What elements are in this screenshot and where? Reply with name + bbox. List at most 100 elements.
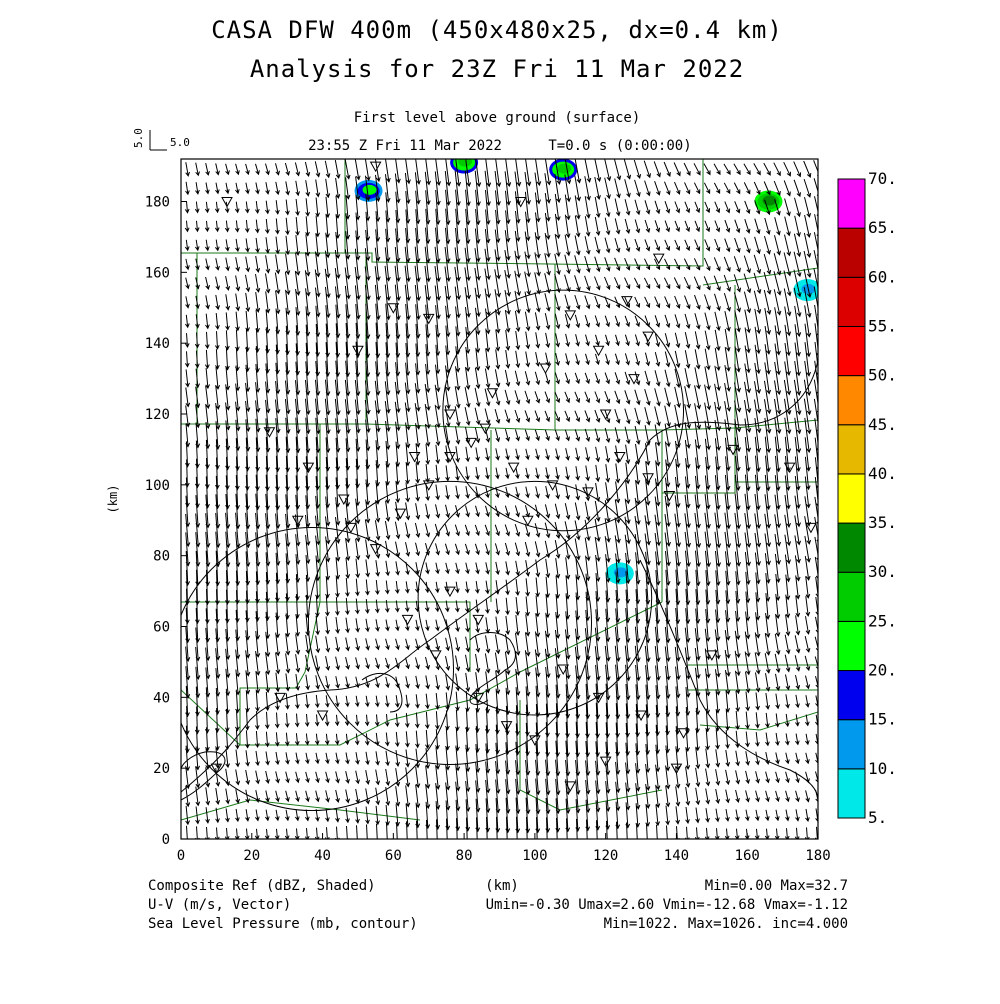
observation-stations bbox=[210, 161, 817, 792]
station-marker bbox=[599, 756, 612, 768]
footer-slp-label: Sea Level Pressure (mb, contour) bbox=[148, 916, 418, 932]
station-marker bbox=[210, 763, 223, 775]
chart-axes: 0 20 40 60 80 100 120 140 160 180 0 20 40 60 80 100 120 1… bbox=[145, 195, 831, 865]
station-marker bbox=[529, 735, 541, 746]
station-marker bbox=[316, 710, 329, 722]
station-marker bbox=[677, 728, 690, 739]
colorbar-label: 65. bbox=[868, 218, 897, 237]
footer: Composite Ref (dBZ, Shaded) (km) Min=0.0… bbox=[148, 878, 848, 932]
colorbar-swatch bbox=[837, 571, 866, 622]
colorbar-swatch bbox=[837, 424, 866, 475]
station-marker bbox=[422, 480, 435, 491]
wind-vector-field bbox=[184, 159, 818, 839]
footer-ref-range: Min=0.00 Max=32.7 bbox=[705, 878, 848, 894]
footer-slp-range: Min=1022. Max=1026. inc=4.000 bbox=[604, 916, 848, 932]
station-marker bbox=[422, 313, 435, 325]
y-tick-label: 60 bbox=[153, 620, 170, 636]
station-marker bbox=[705, 650, 718, 661]
station-marker bbox=[387, 303, 400, 314]
colorbar-label: 70. bbox=[868, 169, 897, 188]
colorbar-swatch bbox=[837, 719, 866, 770]
y-tick-label: 100 bbox=[145, 478, 170, 494]
station-marker bbox=[479, 423, 492, 435]
plot-frame bbox=[180, 158, 819, 840]
tstep-label: T=0.0 s (0:00:00) bbox=[548, 138, 691, 154]
colorbar-swatch bbox=[837, 227, 866, 278]
colorbar-swatch bbox=[837, 473, 866, 524]
station-marker bbox=[613, 452, 626, 463]
range-ring bbox=[181, 526, 454, 812]
station-marker bbox=[539, 363, 552, 374]
chart-subtitle: Analysis for 23Z Fri 11 Mar 2022 bbox=[250, 55, 744, 83]
station-marker bbox=[394, 508, 407, 520]
colorbar: 5. 10. 15. 20. 25. 30. 35. 40. 45. 50. 55. 60. 65. 70… bbox=[837, 169, 897, 827]
echo-core bbox=[557, 163, 572, 174]
reference-vector-v-label: 5.0 bbox=[132, 128, 145, 148]
footer-ref-label: Composite Ref (dBZ, Shaded) bbox=[148, 878, 376, 894]
station-marker bbox=[805, 522, 817, 534]
station-marker bbox=[582, 487, 594, 498]
station-marker bbox=[408, 452, 421, 463]
station-marker bbox=[221, 197, 233, 208]
station-marker bbox=[670, 763, 683, 775]
y-tick-label: 120 bbox=[145, 407, 170, 423]
colorbar-swatch bbox=[837, 620, 866, 672]
station-marker bbox=[546, 480, 559, 491]
reference-vector-u-label: 5.0 bbox=[170, 136, 190, 149]
station-marker bbox=[465, 437, 478, 449]
station-marker bbox=[337, 494, 350, 506]
x-tick-label: 180 bbox=[805, 848, 830, 864]
x-tick-label: 140 bbox=[664, 848, 689, 864]
footer-wind-range: Umin=-0.30 Umax=2.60 Vmin=-12.68 Vmax=-1… bbox=[486, 897, 848, 913]
station-marker bbox=[507, 462, 520, 474]
y-tick-label: 20 bbox=[153, 761, 170, 777]
y-tick-label: 140 bbox=[145, 336, 170, 352]
station-marker bbox=[472, 692, 485, 704]
colorbar-swatch bbox=[837, 276, 866, 327]
station-marker bbox=[444, 409, 456, 421]
colorbar-label: 50. bbox=[868, 366, 897, 385]
station-marker bbox=[621, 296, 633, 307]
y-tick-label: 40 bbox=[153, 690, 170, 706]
station-marker bbox=[564, 781, 577, 792]
station-marker bbox=[352, 345, 364, 357]
colorbar-swatch bbox=[837, 768, 866, 819]
x-tick-label: 60 bbox=[385, 848, 402, 864]
station-marker bbox=[592, 345, 605, 357]
x-tick-label: 80 bbox=[456, 848, 473, 864]
station-marker bbox=[635, 710, 647, 722]
colorbar-label: 20. bbox=[868, 661, 897, 680]
colorbar-label: 15. bbox=[868, 710, 897, 729]
x-tick-label: 100 bbox=[522, 848, 547, 864]
station-marker bbox=[599, 409, 612, 421]
station-marker bbox=[727, 444, 739, 456]
station-marker bbox=[345, 522, 357, 534]
colorbar-swatch bbox=[837, 375, 866, 426]
station-marker bbox=[401, 614, 414, 626]
station-marker bbox=[472, 614, 485, 626]
time-label: 23:55 Z Fri 11 Mar 2022 bbox=[308, 138, 502, 154]
colorbar-label: 25. bbox=[868, 611, 897, 630]
station-marker bbox=[302, 462, 315, 474]
x-tick-label: 20 bbox=[243, 848, 260, 864]
x-tick-label: 40 bbox=[314, 848, 331, 864]
station-marker bbox=[369, 161, 382, 173]
x-tick-label: 0 bbox=[177, 848, 185, 864]
station-marker bbox=[444, 452, 456, 463]
range-ring bbox=[417, 480, 653, 716]
range-ring bbox=[442, 289, 685, 532]
colorbar-label: 60. bbox=[868, 267, 897, 286]
colorbar-swatch bbox=[837, 522, 866, 573]
station-marker bbox=[592, 692, 605, 704]
colorbar-swatch bbox=[837, 325, 866, 377]
x-tick-label: 160 bbox=[735, 848, 760, 864]
station-marker bbox=[514, 197, 527, 208]
chart-title: CASA DFW 400m (450x480x25, dx=0.4 km) bbox=[211, 16, 783, 44]
colorbar-label: 30. bbox=[868, 562, 897, 581]
station-marker bbox=[486, 388, 499, 399]
y-tick-label: 80 bbox=[153, 549, 170, 565]
reference-vector: 5.0 5.0 bbox=[132, 128, 190, 151]
colorbar-swatch bbox=[837, 178, 866, 229]
y-axis-label: (km) bbox=[106, 485, 120, 514]
